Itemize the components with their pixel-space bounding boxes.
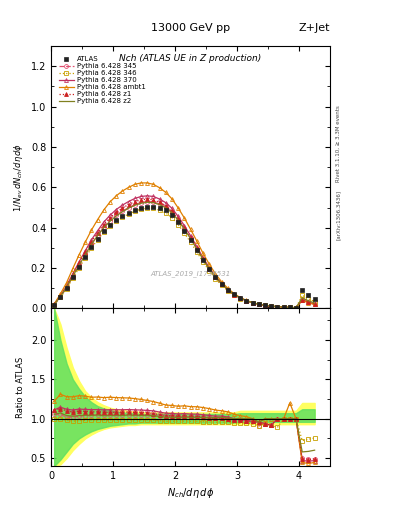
Y-axis label: $1/N_{ev}\,dN_{ch}/d\eta\,d\phi$: $1/N_{ev}\,dN_{ch}/d\eta\,d\phi$ [12,143,25,212]
Y-axis label: Ratio to ATLAS: Ratio to ATLAS [16,356,25,418]
Text: Nch (ATLAS UE in Z production): Nch (ATLAS UE in Z production) [119,54,262,63]
Text: Rivet 3.1.10, ≥ 3.3M events: Rivet 3.1.10, ≥ 3.3M events [336,105,341,182]
Legend: ATLAS, Pythia 6.428 345, Pythia 6.428 346, Pythia 6.428 370, Pythia 6.428 ambt1,: ATLAS, Pythia 6.428 345, Pythia 6.428 34… [57,55,147,106]
Text: Z+Jet: Z+Jet [299,23,330,33]
Text: [arXiv:1306.3436]: [arXiv:1306.3436] [336,190,341,240]
Text: ATLAS_2019_I1736531: ATLAS_2019_I1736531 [151,270,231,277]
X-axis label: $N_{ch}/d\eta\,d\phi$: $N_{ch}/d\eta\,d\phi$ [167,486,214,500]
Text: 13000 GeV pp: 13000 GeV pp [151,23,230,33]
